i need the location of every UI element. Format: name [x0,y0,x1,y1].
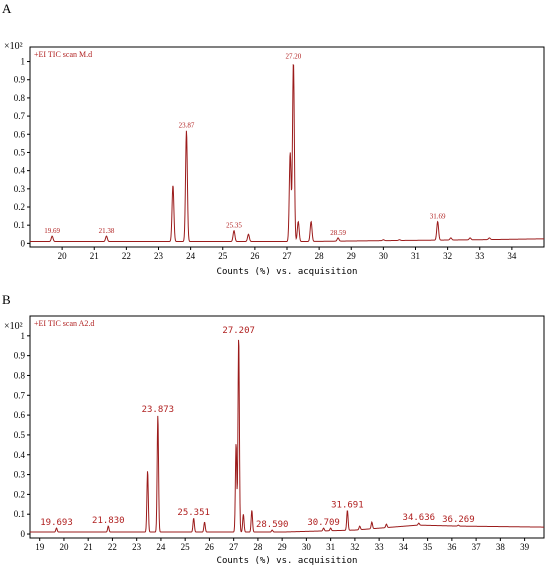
peak-label: 34.636 [403,513,436,523]
x-tick-label: 28 [315,251,325,261]
panel-b-plot-frame [29,315,545,539]
panel-a: A ×10² +EI TIC scan M.d 0 0.1 0.2 0.3 0.4 0.5… [2,1,545,277]
x-tick-label: 26 [205,542,215,552]
y-tick-label: 0.5 [14,147,26,157]
x-tick-label: 29 [278,542,288,552]
peak-label: 23.873 [142,405,175,415]
x-tick-label: 24 [156,542,166,552]
x-tick-label: 27 [229,542,239,552]
x-tick-label: 31 [411,251,420,261]
y-tick-label: 1 [21,57,26,67]
x-tick-label: 32 [443,251,452,261]
x-tick-label: 19 [35,542,45,552]
peak-label: 28.59 [330,229,346,237]
y-tick-label: 0.4 [14,166,26,176]
panel-b: B ×10² +EI TIC scan A2.d 0 0.1 0.2 0.3 0.4 0.… [2,292,545,566]
x-tick-label: 20 [58,251,68,261]
y-tick-label: 0.7 [14,111,26,121]
x-tick-label: 36 [447,542,457,552]
x-tick-label: 23 [132,542,142,552]
panel-b-x-axis-label: Counts (%) vs. acquisition [217,556,358,566]
x-tick-label: 22 [108,542,117,552]
peak-label: 23.87 [179,122,195,130]
peak-label: 27.20 [286,53,302,61]
y-tick-label: 0.1 [14,509,25,519]
peak-label: 31.69 [430,213,446,221]
x-tick-label: 24 [186,251,196,261]
peak-label: 21.830 [92,516,125,526]
x-tick-label: 21 [84,542,93,552]
peak-label: 30.709 [307,518,340,528]
y-tick-label: 0.6 [14,129,26,139]
peak-label: 36.269 [442,515,475,525]
y-tick-label: 0.5 [14,430,26,440]
y-tick-label: 0.7 [14,390,26,400]
x-tick-label: 39 [520,542,530,552]
y-tick-label: 0.1 [14,220,25,230]
x-tick-label: 20 [59,542,69,552]
y-tick-label: 0 [21,529,26,539]
y-tick-label: 0.8 [14,370,26,380]
panel-a-peak-labels: 19.69 21.38 23.87 25.35 27.20 28.59 31.69 [44,53,446,237]
panel-b-letter: B [2,292,11,307]
peak-label: 19.69 [44,227,60,235]
x-tick-label: 35 [423,542,433,552]
x-tick-label: 30 [379,251,389,261]
x-tick-label: 25 [218,251,228,261]
x-tick-label: 27 [283,251,293,261]
y-tick-label: 0.8 [14,93,26,103]
panel-b-y-axis: 0 0.1 0.2 0.3 0.4 0.5 0.6 0.7 0.8 0.9 1 [14,331,30,539]
x-tick-label: 25 [181,542,191,552]
panel-a-x-axis: 20 21 22 23 24 25 26 27 28 29 30 31 32 33 34 [58,247,517,261]
peak-label: 21.38 [99,227,115,235]
x-tick-label: 38 [496,542,506,552]
x-tick-label: 29 [347,251,357,261]
y-tick-label: 1 [21,331,26,341]
x-tick-label: 32 [350,542,359,552]
x-tick-label: 26 [250,251,260,261]
y-tick-label: 0.3 [14,184,26,194]
panel-a-y-axis: 0 0.1 0.2 0.3 0.4 0.5 0.6 0.7 0.8 0.9 1 [14,57,30,248]
y-tick-label: 0.6 [14,410,26,420]
x-tick-label: 34 [507,251,517,261]
x-tick-label: 33 [475,251,485,261]
y-tick-label: 0.9 [14,75,26,85]
y-tick-label: 0.9 [14,351,26,361]
panel-a-tic-trace [30,64,544,243]
y-tick-label: 0 [21,238,26,248]
x-tick-label: 34 [399,542,409,552]
panel-a-plot-frame [29,46,545,248]
x-tick-label: 22 [122,251,131,261]
panel-a-trace-name: +EI TIC scan M.d [34,50,92,59]
panel-a-scale-label: ×10² [4,41,23,52]
x-tick-label: 37 [472,542,482,552]
panel-b-peak-labels: 19.693 21.830 23.873 25.351 27.207 28.590 30.7… [40,326,474,530]
y-tick-label: 0.2 [14,202,25,212]
panel-a-x-axis-label: Counts (%) vs. acquisition [217,267,358,277]
peak-label: 31.691 [331,500,364,510]
panel-b-x-axis: 19 20 21 22 23 24 25 26 27 28 29 30 31 32 33 34 35 36 37 38… [35,538,530,552]
peak-label: 27.207 [222,326,255,336]
y-tick-label: 0.2 [14,489,25,499]
x-tick-label: 33 [375,542,385,552]
panel-b-trace-name: +EI TIC scan A2.d [34,319,94,328]
peak-label: 19.693 [40,518,73,528]
x-tick-label: 28 [253,542,263,552]
peak-label: 25.35 [226,222,242,230]
peak-label: 28.590 [256,520,289,530]
x-tick-label: 23 [154,251,164,261]
panel-b-scale-label: ×10² [4,321,23,332]
x-tick-label: 21 [90,251,99,261]
y-tick-label: 0.3 [14,470,26,480]
peak-label: 25.351 [177,508,210,518]
x-tick-label: 31 [326,542,335,552]
y-tick-label: 0.4 [14,450,26,460]
panel-a-letter: A [2,1,12,16]
panel-b-tic-trace [30,339,545,533]
x-tick-label: 30 [302,542,312,552]
